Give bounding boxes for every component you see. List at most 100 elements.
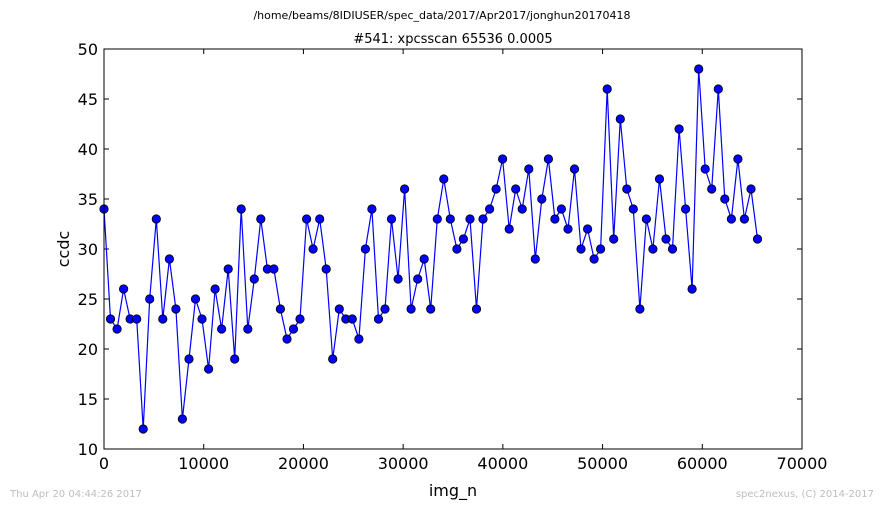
- data-point: [517, 204, 527, 214]
- data-point: [105, 314, 116, 324]
- chart-title: #541: xpcsscan 65536 0.0005: [353, 32, 552, 47]
- data-point: [177, 414, 187, 424]
- y-tick-label: 10: [78, 440, 98, 459]
- y-tick-label: 50: [78, 40, 98, 59]
- y-tick-label: 35: [78, 190, 98, 209]
- x-tick-label: 20000: [278, 454, 329, 473]
- data-point: [386, 214, 397, 224]
- data-point: [524, 164, 534, 174]
- data-point: [550, 214, 560, 224]
- y-axis-label: ccdc: [54, 231, 73, 268]
- data-point: [707, 184, 717, 194]
- data-point: [563, 224, 573, 234]
- x-tick-label: 30000: [378, 454, 429, 473]
- data-point: [119, 284, 129, 294]
- data-point: [164, 254, 174, 264]
- data-point: [687, 284, 697, 294]
- data-point: [230, 354, 240, 364]
- data-point: [694, 64, 704, 74]
- data-point: [432, 214, 442, 224]
- series-line: [103, 68, 759, 430]
- axis-ticks: 0 10000 20000 30000 40000 50000 60000 70000 10 15…: [78, 40, 828, 473]
- y-tick-label: 40: [78, 140, 98, 159]
- data-point: [471, 304, 482, 314]
- y-tick-label: 45: [78, 90, 98, 109]
- data-point: [315, 214, 325, 224]
- data-point: [223, 264, 233, 274]
- data-series: [99, 64, 763, 434]
- data-point: [602, 84, 612, 94]
- data-point: [321, 264, 331, 274]
- data-point: [151, 214, 161, 224]
- data-point: [158, 314, 168, 324]
- data-point: [635, 304, 645, 314]
- data-point: [328, 354, 338, 364]
- data-point: [210, 284, 220, 294]
- data-point: [439, 174, 449, 184]
- data-point: [406, 304, 416, 314]
- data-point: [204, 364, 214, 374]
- data-point: [680, 204, 691, 214]
- data-point: [399, 184, 410, 194]
- data-point: [504, 224, 514, 234]
- x-tick-label: 0: [99, 454, 109, 473]
- data-point: [419, 254, 429, 264]
- data-point: [720, 194, 730, 204]
- data-point: [334, 304, 344, 314]
- data-point: [713, 84, 723, 94]
- data-point: [295, 314, 305, 324]
- data-point: [661, 234, 671, 244]
- data-point: [445, 214, 455, 224]
- data-point: [648, 244, 658, 254]
- data-point: [367, 204, 377, 214]
- data-point: [700, 164, 710, 174]
- x-tick-label: 40000: [477, 454, 528, 473]
- file-path-suptitle: /home/beams/8IDIUSER/spec_data/2017/Apr2…: [253, 9, 631, 22]
- timestamp-footer: Thu Apr 20 04:44:26 2017: [10, 489, 142, 500]
- data-point: [733, 154, 743, 164]
- data-point: [752, 234, 763, 244]
- data-point: [739, 214, 750, 224]
- data-point: [667, 244, 678, 254]
- x-axis-label: img_n: [429, 481, 477, 501]
- data-point: [288, 324, 299, 334]
- x-tick-label: 10000: [178, 454, 229, 473]
- data-point: [452, 244, 462, 254]
- data-point: [615, 114, 625, 124]
- data-point: [530, 254, 540, 264]
- data-point: [269, 264, 279, 274]
- data-point: [478, 214, 488, 224]
- data-point: [380, 304, 390, 314]
- data-point: [243, 324, 253, 334]
- y-tick-label: 15: [78, 390, 98, 409]
- data-point: [654, 174, 665, 184]
- data-point: [393, 274, 403, 284]
- x-tick-label: 70000: [777, 454, 828, 473]
- data-point: [622, 184, 632, 194]
- data-point: [484, 204, 495, 214]
- data-point: [197, 314, 207, 324]
- data-point: [576, 244, 586, 254]
- y-tick-label: 20: [78, 340, 98, 359]
- data-point: [569, 164, 580, 174]
- data-point: [145, 294, 155, 304]
- data-point: [171, 304, 181, 314]
- data-point: [301, 214, 312, 224]
- data-point: [184, 354, 194, 364]
- data-point: [674, 124, 684, 134]
- x-tick-label: 60000: [677, 454, 728, 473]
- y-tick-label: 25: [78, 290, 98, 309]
- data-point: [236, 204, 246, 214]
- data-point: [373, 314, 384, 324]
- data-point: [190, 294, 201, 304]
- data-point: [458, 234, 468, 244]
- data-point: [413, 274, 423, 284]
- data-point: [746, 184, 756, 194]
- y-tick-label: 30: [78, 240, 98, 259]
- data-point: [275, 304, 285, 314]
- data-point: [347, 314, 357, 324]
- data-point: [511, 184, 521, 194]
- data-point: [641, 214, 652, 224]
- data-point: [537, 194, 547, 204]
